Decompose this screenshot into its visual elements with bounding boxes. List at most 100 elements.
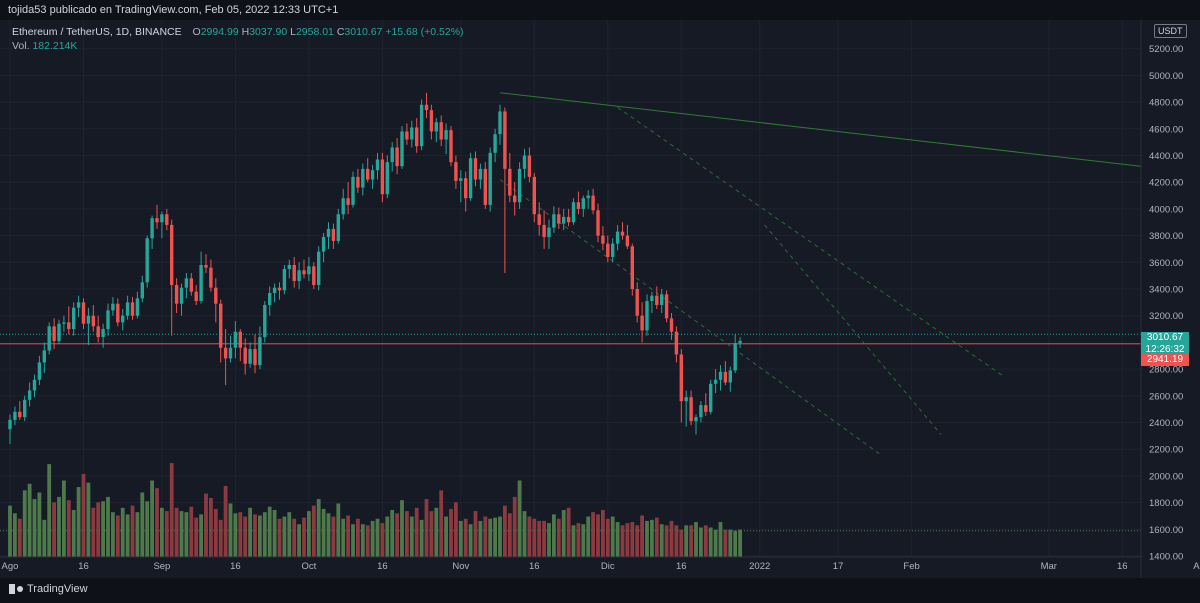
- volume-bar: [360, 524, 365, 557]
- volume-bar: [679, 529, 684, 557]
- volume-bar: [76, 487, 81, 557]
- candle-body: [351, 176, 355, 205]
- volume-bar: [581, 524, 586, 557]
- symbol-label[interactable]: Ethereum / TetherUS, 1D, BINANCE: [12, 26, 182, 38]
- candle-body: [380, 159, 385, 195]
- volume-bar: [331, 516, 336, 557]
- time-axis[interactable]: Ago 16 Sep 16 Oct 16 Nov 16 Dic 16 2022 17 Feb Mar 16 A…: [0, 556, 1200, 572]
- price-tick-label: 4400.00: [1149, 151, 1183, 162]
- candle-body: [537, 214, 541, 225]
- drawings[interactable]: [0, 92, 1152, 457]
- volume-bar: [414, 507, 419, 557]
- volume-bar: [473, 511, 478, 557]
- volume-bar: [42, 519, 47, 557]
- volume-bar: [718, 522, 723, 557]
- volume-bar: [625, 523, 630, 557]
- volume-bar: [17, 518, 22, 557]
- channel-line: [617, 107, 1005, 378]
- candle-body: [503, 111, 507, 169]
- volume-bar: [498, 516, 502, 557]
- volume-bar: [282, 516, 287, 557]
- candle-body: [312, 266, 316, 285]
- time-tick-label: Feb: [903, 561, 919, 572]
- candle-body: [326, 228, 331, 237]
- volume-bar: [22, 490, 27, 557]
- volume-bar: [233, 513, 238, 557]
- volume-bar: [400, 500, 404, 557]
- candle-body: [674, 331, 679, 355]
- candle-body: [400, 131, 404, 167]
- candle-body: [253, 349, 257, 366]
- volume-bar: [659, 524, 664, 557]
- volume-bar: [645, 520, 649, 557]
- candle-body: [454, 162, 458, 181]
- candle-body: [723, 371, 728, 383]
- candle-body: [331, 228, 336, 241]
- candle-body: [513, 195, 517, 203]
- volume-bar: [605, 518, 610, 557]
- volume-bar: [620, 525, 625, 557]
- volume-bar: [591, 512, 595, 557]
- candle-body: [135, 298, 140, 316]
- candle-body: [361, 168, 365, 188]
- volume-bar: [699, 527, 703, 557]
- volume-label[interactable]: Vol.: [12, 40, 30, 52]
- price-chart[interactable]: 5200.00 5000.00 4800.00 4600.00 4400.00 4200.…: [0, 20, 1200, 578]
- candle-body: [733, 343, 737, 371]
- volume-bar: [654, 517, 659, 557]
- candle-body: [130, 302, 135, 316]
- candle-body: [625, 235, 630, 247]
- volume-bar: [277, 518, 282, 557]
- volume-bar: [571, 525, 576, 557]
- candle-body: [547, 227, 551, 237]
- volume-bar: [238, 512, 243, 557]
- time-tick-label: 16: [529, 561, 540, 572]
- candle-body: [223, 347, 228, 359]
- candle-body: [429, 110, 434, 132]
- time-tick-label: Sep: [153, 561, 170, 572]
- price-tick-label: 3800.00: [1149, 231, 1183, 242]
- price-tick-label: 4200.00: [1149, 178, 1183, 189]
- candle-body: [517, 168, 522, 203]
- volume-bars: [0, 463, 1141, 557]
- price-tick-label: 3200.00: [1149, 311, 1183, 322]
- candle-body: [238, 331, 242, 348]
- candle-body: [385, 162, 389, 195]
- time-tick-label: 2022: [749, 561, 770, 572]
- time-tick-label: Ago: [2, 561, 19, 572]
- time-tick-label: Oct: [302, 561, 317, 572]
- volume-bar: [444, 516, 448, 557]
- volume-bar: [71, 510, 76, 557]
- volume-bar: [424, 499, 429, 557]
- candle-body: [174, 284, 179, 304]
- volume-bar: [135, 512, 140, 557]
- volume-bar: [723, 529, 728, 557]
- price-tick-label: 4000.00: [1149, 204, 1183, 215]
- candle-body: [150, 218, 154, 239]
- price-axis[interactable]: 5200.00 5000.00 4800.00 4600.00 4400.00 4200.…: [1140, 20, 1200, 578]
- candle-body: [395, 147, 399, 167]
- volume-bar: [272, 510, 277, 557]
- volume-bar: [160, 507, 164, 557]
- candle-body: [209, 267, 213, 288]
- candle-body: [522, 155, 527, 169]
- candle-body: [32, 379, 37, 391]
- candle-body: [27, 390, 32, 400]
- volume-bar: [517, 480, 522, 557]
- publish-text: tojida53 publicado en TradingView.com, F…: [8, 4, 339, 16]
- candle-body: [62, 322, 66, 324]
- price-tick-label: 1600.00: [1149, 525, 1183, 536]
- current-price: 3010.67: [1146, 332, 1184, 343]
- candle-body: [165, 214, 169, 225]
- currency-button[interactable]: USDT: [1154, 24, 1187, 38]
- volume-bar: [713, 529, 718, 557]
- volume-bar: [684, 525, 689, 557]
- brand[interactable]: TradingView: [9, 583, 88, 595]
- candle-body: [650, 295, 654, 302]
- candle-body: [645, 301, 649, 331]
- candle-body: [277, 287, 282, 291]
- volume-bar: [169, 463, 174, 557]
- bar-countdown: 12:26:32: [1145, 344, 1185, 355]
- volume-bar: [57, 496, 61, 557]
- candle-body: [268, 293, 272, 306]
